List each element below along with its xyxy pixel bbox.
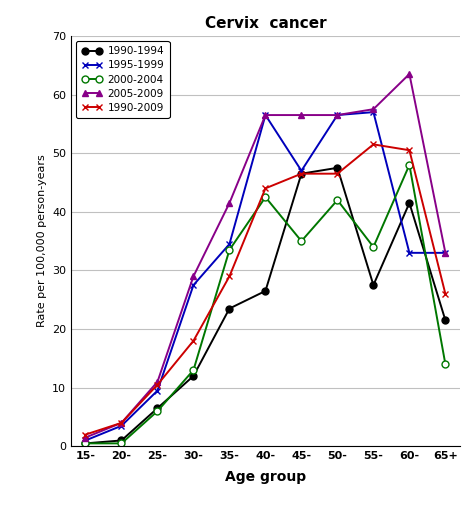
1990-1994 [263, 288, 268, 294]
1990-2009 [155, 382, 160, 388]
Legend: 1990-1994, 1995-1999, 2000-2004, 2005-2009, 1990-2009: 1990-1994, 1995-1999, 2000-2004, 2005-20… [76, 41, 170, 118]
1990-1994 [155, 405, 160, 411]
1990-1994 [335, 165, 340, 171]
2000-2004 [335, 197, 340, 203]
1995-1999 [155, 387, 160, 393]
1995-1999 [335, 112, 340, 118]
2000-2004 [118, 440, 124, 446]
2000-2004 [227, 247, 232, 253]
2005-2009 [191, 273, 196, 280]
2000-2004 [371, 244, 376, 250]
Line: 2000-2004: 2000-2004 [82, 162, 449, 447]
Line: 1990-1994: 1990-1994 [82, 164, 449, 447]
1990-2009 [371, 141, 376, 147]
1990-1994 [299, 171, 304, 177]
1995-1999 [263, 112, 268, 118]
2000-2004 [155, 408, 160, 414]
2005-2009 [82, 435, 88, 441]
1995-1999 [443, 250, 448, 256]
1995-1999 [82, 438, 88, 444]
2005-2009 [155, 379, 160, 385]
2000-2004 [82, 440, 88, 446]
2000-2004 [443, 361, 448, 367]
2005-2009 [299, 112, 304, 118]
Title: Cervix  cancer: Cervix cancer [205, 15, 326, 31]
X-axis label: Age group: Age group [225, 469, 306, 484]
1990-1994 [82, 440, 88, 446]
Line: 1995-1999: 1995-1999 [82, 109, 449, 444]
2005-2009 [335, 112, 340, 118]
1990-1994 [118, 438, 124, 444]
2005-2009 [263, 112, 268, 118]
1990-2009 [191, 338, 196, 344]
1990-2009 [443, 291, 448, 297]
1990-2009 [407, 147, 412, 153]
2005-2009 [443, 250, 448, 256]
1990-1994 [191, 373, 196, 379]
2005-2009 [371, 106, 376, 112]
1990-1994 [371, 282, 376, 288]
1995-1999 [118, 423, 124, 429]
1990-2009 [118, 420, 124, 426]
1995-1999 [299, 168, 304, 174]
Line: 1990-2009: 1990-2009 [82, 141, 449, 438]
2000-2004 [191, 367, 196, 373]
2005-2009 [118, 420, 124, 426]
1995-1999 [227, 241, 232, 247]
2005-2009 [227, 200, 232, 206]
1990-1994 [407, 200, 412, 206]
1995-1999 [407, 250, 412, 256]
Line: 2005-2009: 2005-2009 [82, 71, 449, 441]
1990-2009 [299, 171, 304, 177]
2000-2004 [407, 162, 412, 168]
2005-2009 [407, 71, 412, 77]
2000-2004 [263, 194, 268, 200]
1990-2009 [227, 273, 232, 280]
1995-1999 [191, 282, 196, 288]
1990-2009 [82, 431, 88, 438]
1990-1994 [227, 305, 232, 311]
1995-1999 [371, 109, 376, 115]
1990-1994 [443, 317, 448, 323]
1990-2009 [335, 171, 340, 177]
2000-2004 [299, 238, 304, 244]
1990-2009 [263, 185, 268, 191]
Y-axis label: Rate per 100,000 person-years: Rate per 100,000 person-years [36, 155, 46, 327]
